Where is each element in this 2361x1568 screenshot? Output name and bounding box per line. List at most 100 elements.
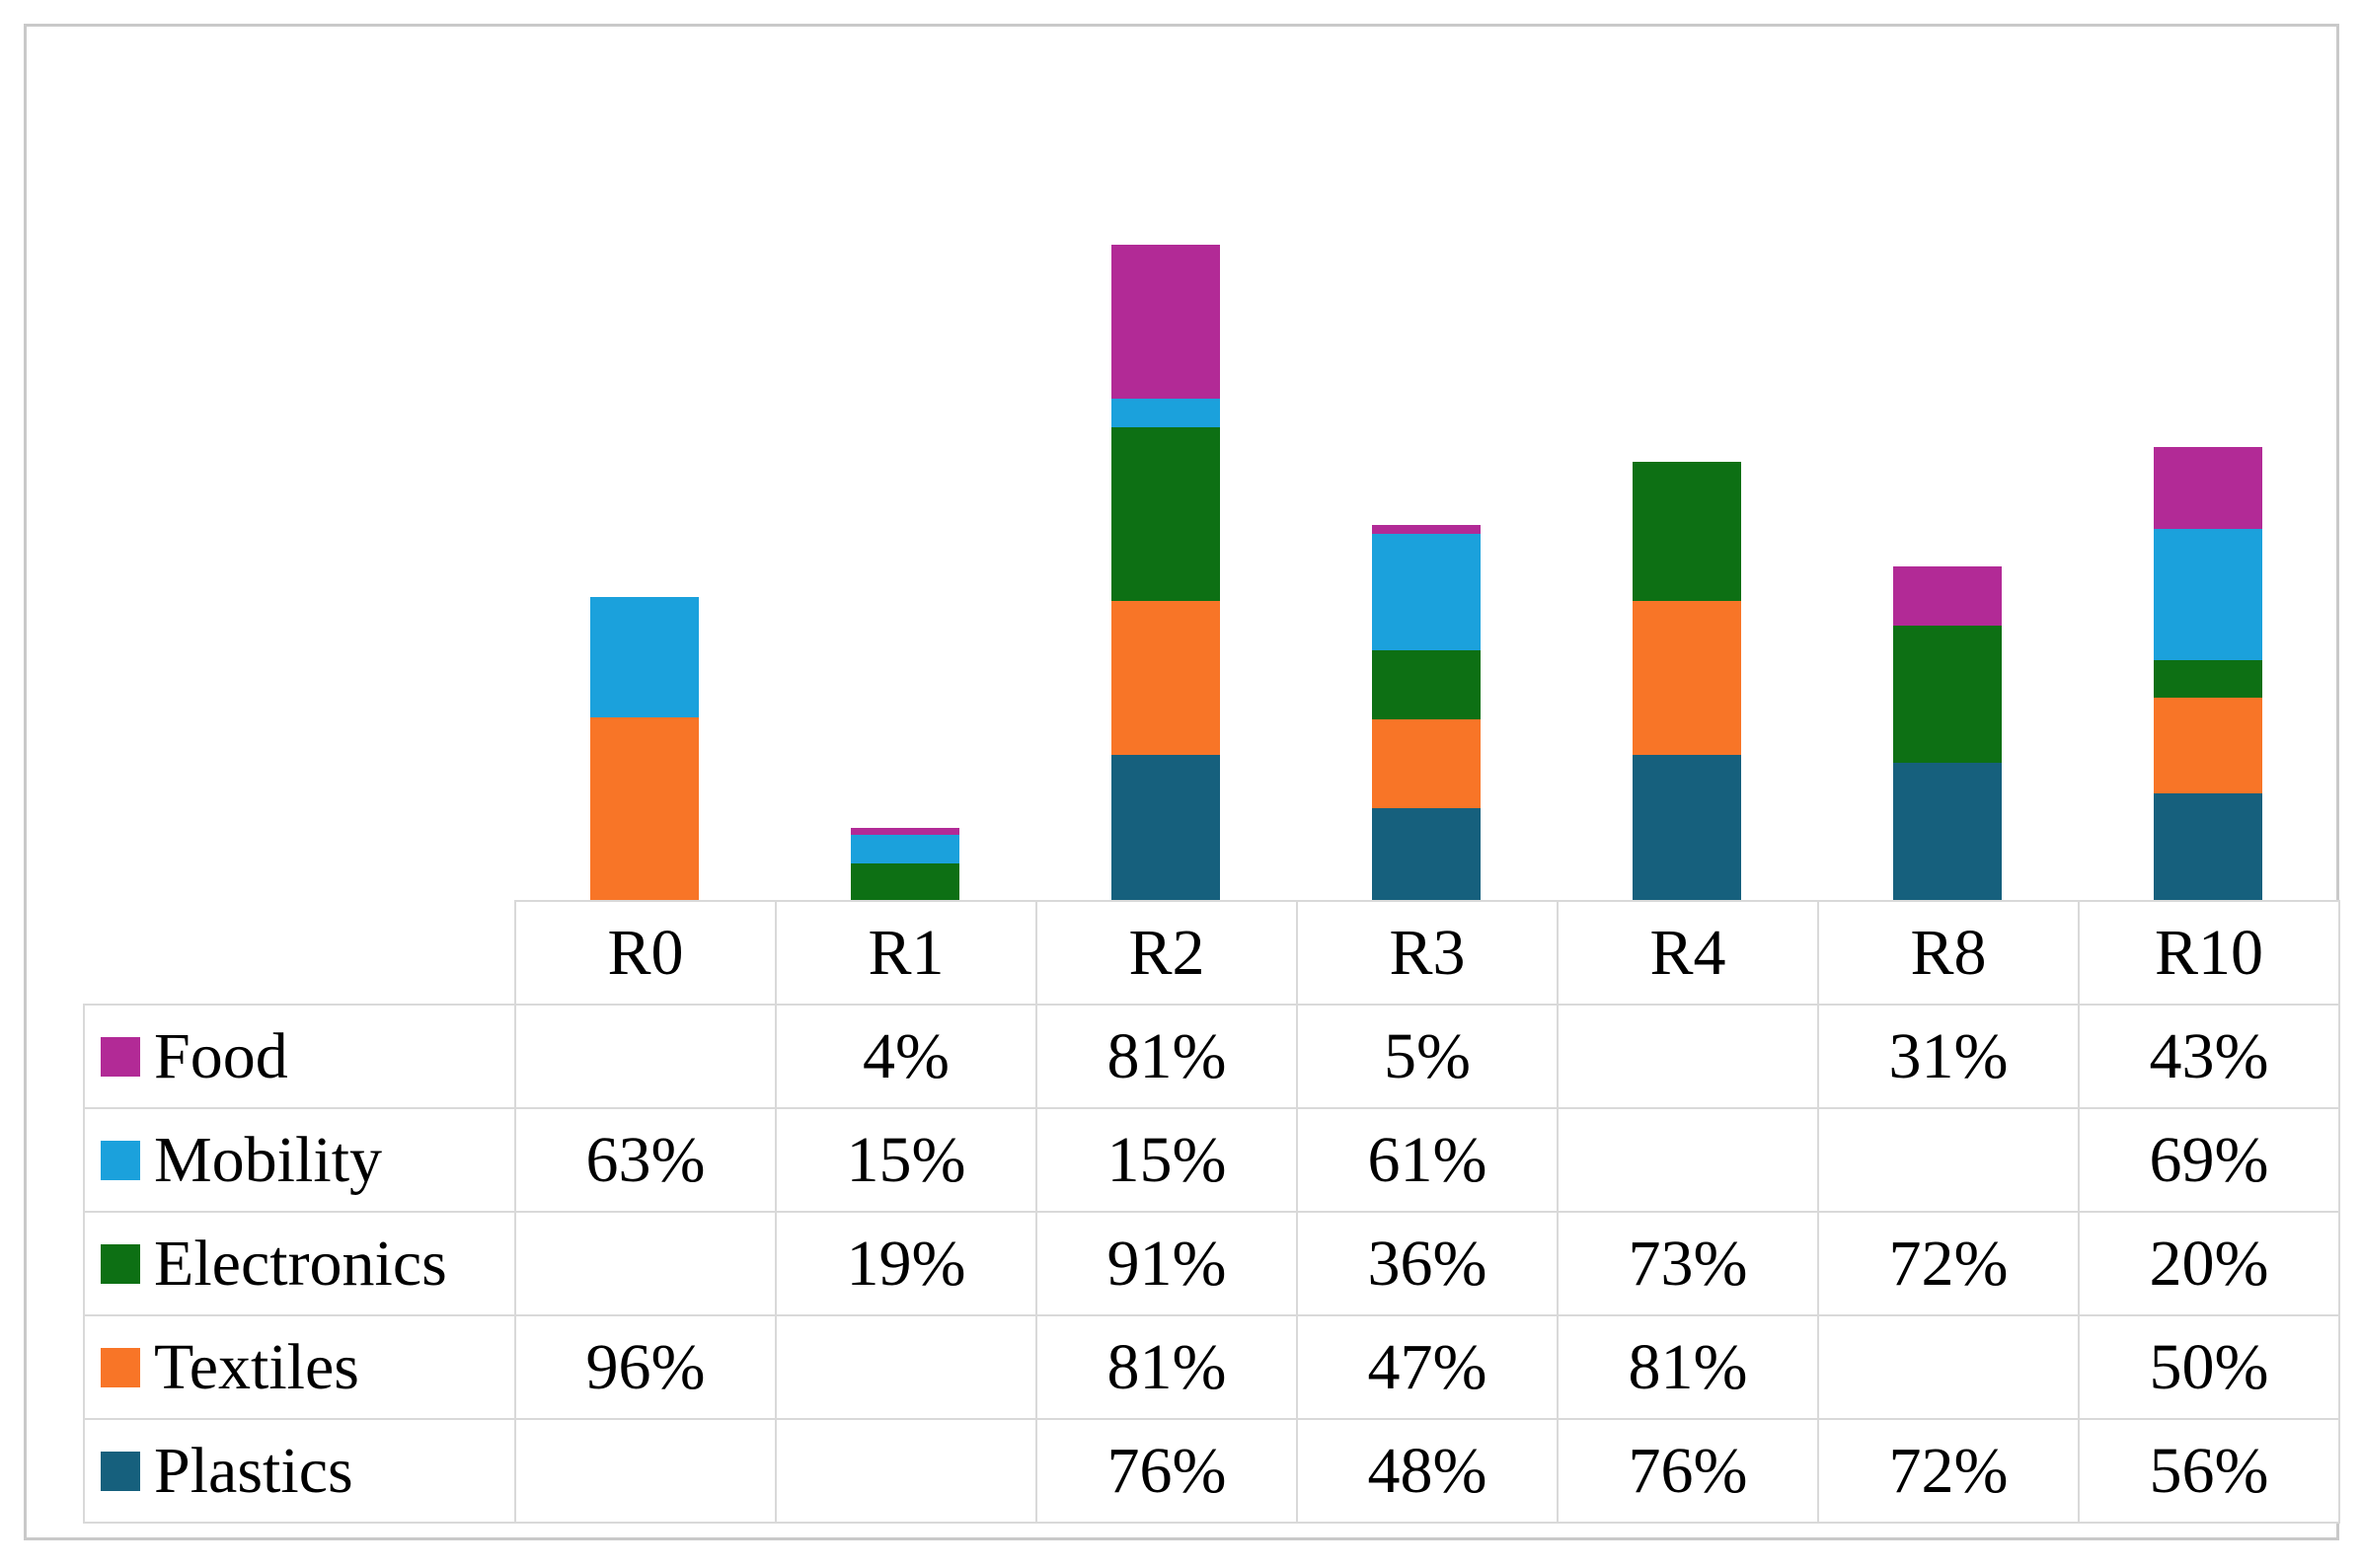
- bar-segment-textiles: [1633, 600, 1741, 756]
- bar-segment-plastics: [1372, 808, 1481, 900]
- bar-segment-plastics: [1111, 755, 1220, 900]
- value-cell-textiles-R2: 81%: [1035, 1314, 1298, 1420]
- table-row-textiles: Textiles 96% 81% 47% 81% 50%: [83, 1314, 2340, 1420]
- legend-swatch-icon: [101, 1243, 140, 1284]
- value-cell-food-R1: 4%: [775, 1004, 1037, 1109]
- value-cell-plastics-R2: 76%: [1035, 1418, 1298, 1524]
- value-cell-food-R10: 43%: [2078, 1004, 2340, 1109]
- legend-entry: Mobility: [86, 1123, 513, 1196]
- column-header-R3: R3: [1296, 900, 1559, 1006]
- legend-entry: Electronics: [86, 1227, 513, 1300]
- bar-segment-plastics: [1633, 755, 1741, 900]
- data-table: R0 R1 R2 R3 R4 R8 R10 Food 4% 81% 5% 31% 43% Mobility…: [83, 900, 2340, 1524]
- value-cell-mobility-R10: 69%: [2078, 1107, 2340, 1213]
- legend-entry: Textiles: [86, 1330, 513, 1403]
- value-cell-plastics-R10: 56%: [2078, 1418, 2340, 1524]
- bar-R3: [1372, 524, 1481, 900]
- legend-swatch-icon: [101, 1036, 140, 1077]
- value-cell-textiles-R10: 50%: [2078, 1314, 2340, 1420]
- bar-segment-food: [851, 827, 959, 836]
- row-label-cell-electronics: Electronics: [83, 1211, 516, 1316]
- value-cell-plastics-R3: 48%: [1296, 1418, 1559, 1524]
- bar-R1: [851, 827, 959, 900]
- bar-segment-food: [1893, 566, 2002, 627]
- legend-entry: Plastics: [86, 1434, 513, 1507]
- value-cell-electronics-R8: 72%: [1817, 1211, 2080, 1316]
- bar-segment-mobility: [1111, 399, 1220, 428]
- bar-R8: [1893, 566, 2002, 900]
- table-row-electronics: Electronics 19% 91% 36% 73% 72% 20%: [83, 1211, 2340, 1316]
- bar-segment-plastics: [1893, 763, 2002, 900]
- table-row-plastics: Plastics 76% 48% 76% 72% 56%: [83, 1418, 2340, 1524]
- bar-segment-electronics: [2154, 659, 2262, 699]
- row-label-cell-food: Food: [83, 1004, 516, 1109]
- bar-segment-electronics: [1633, 462, 1741, 601]
- bar-segment-mobility: [590, 597, 699, 717]
- legend-label: Electronics: [154, 1227, 447, 1300]
- table-corner-cell: [84, 901, 515, 1005]
- value-cell-plastics-R8: 72%: [1817, 1418, 2080, 1524]
- row-label-cell-textiles: Textiles: [83, 1314, 516, 1420]
- value-cell-plastics-R0: [514, 1418, 777, 1524]
- bar-segment-textiles: [1111, 600, 1220, 756]
- value-cell-electronics-R3: 36%: [1296, 1211, 1559, 1316]
- value-cell-electronics-R1: 19%: [775, 1211, 1037, 1316]
- column-header-R10: R10: [2078, 900, 2340, 1006]
- column-header-R8: R8: [1817, 900, 2080, 1006]
- value-cell-textiles-R1: [775, 1314, 1037, 1420]
- bar-R2: [1111, 245, 1220, 900]
- row-label-cell-plastics: Plastics: [83, 1418, 516, 1524]
- bar-segment-food: [1111, 245, 1220, 400]
- legend-swatch-icon: [101, 1451, 140, 1491]
- table-row-food: Food 4% 81% 5% 31% 43%: [83, 1004, 2340, 1109]
- bar-segment-textiles: [1372, 718, 1481, 809]
- bar-segment-mobility: [1372, 534, 1481, 651]
- table-row-mobility: Mobility 63% 15% 15% 61% 69%: [83, 1107, 2340, 1213]
- column-header-R4: R4: [1557, 900, 1819, 1006]
- legend-swatch-icon: [101, 1347, 140, 1387]
- legend-label: Food: [154, 1019, 288, 1092]
- bar-segment-mobility: [851, 835, 959, 864]
- bar-segment-plastics: [2154, 792, 2262, 900]
- bar-segment-electronics: [1111, 427, 1220, 601]
- value-cell-plastics-R1: [775, 1418, 1037, 1524]
- value-cell-food-R4: [1557, 1004, 1819, 1109]
- value-cell-mobility-R4: [1557, 1107, 1819, 1213]
- bar-segment-electronics: [1893, 626, 2002, 764]
- column-header-R1: R1: [775, 900, 1037, 1006]
- bar-segment-electronics: [1372, 650, 1481, 719]
- value-cell-electronics-R4: 73%: [1557, 1211, 1819, 1316]
- value-cell-mobility-R8: [1817, 1107, 2080, 1213]
- legend-label: Plastics: [154, 1434, 353, 1507]
- bar-R4: [1633, 462, 1741, 900]
- bar-segment-food: [2154, 446, 2262, 529]
- value-cell-textiles-R3: 47%: [1296, 1314, 1559, 1420]
- table-header-row: R0 R1 R2 R3 R4 R8 R10: [84, 900, 2340, 1006]
- value-cell-plastics-R4: 76%: [1557, 1418, 1819, 1524]
- bar-segment-textiles: [2154, 698, 2262, 793]
- value-cell-textiles-R8: [1817, 1314, 2080, 1420]
- value-cell-mobility-R3: 61%: [1296, 1107, 1559, 1213]
- row-label-cell-mobility: Mobility: [83, 1107, 516, 1213]
- value-cell-textiles-R0: 96%: [514, 1314, 777, 1420]
- value-cell-food-R0: [514, 1004, 777, 1109]
- bar-segment-textiles: [590, 716, 699, 900]
- bar-R0: [590, 597, 699, 900]
- legend-label: Textiles: [154, 1330, 359, 1403]
- column-header-R0: R0: [514, 900, 777, 1006]
- bar-segment-mobility: [2154, 528, 2262, 660]
- value-cell-electronics-R2: 91%: [1035, 1211, 1298, 1316]
- bar-R10: [2154, 446, 2262, 900]
- legend-entry: Food: [86, 1019, 513, 1092]
- column-header-R2: R2: [1035, 900, 1298, 1006]
- bar-segment-food: [1372, 524, 1481, 535]
- legend-swatch-icon: [101, 1140, 140, 1180]
- value-cell-food-R3: 5%: [1296, 1004, 1559, 1109]
- value-cell-electronics-R0: [514, 1211, 777, 1316]
- legend-label: Mobility: [154, 1123, 383, 1196]
- value-cell-food-R8: 31%: [1817, 1004, 2080, 1109]
- value-cell-food-R2: 81%: [1035, 1004, 1298, 1109]
- value-cell-electronics-R10: 20%: [2078, 1211, 2340, 1316]
